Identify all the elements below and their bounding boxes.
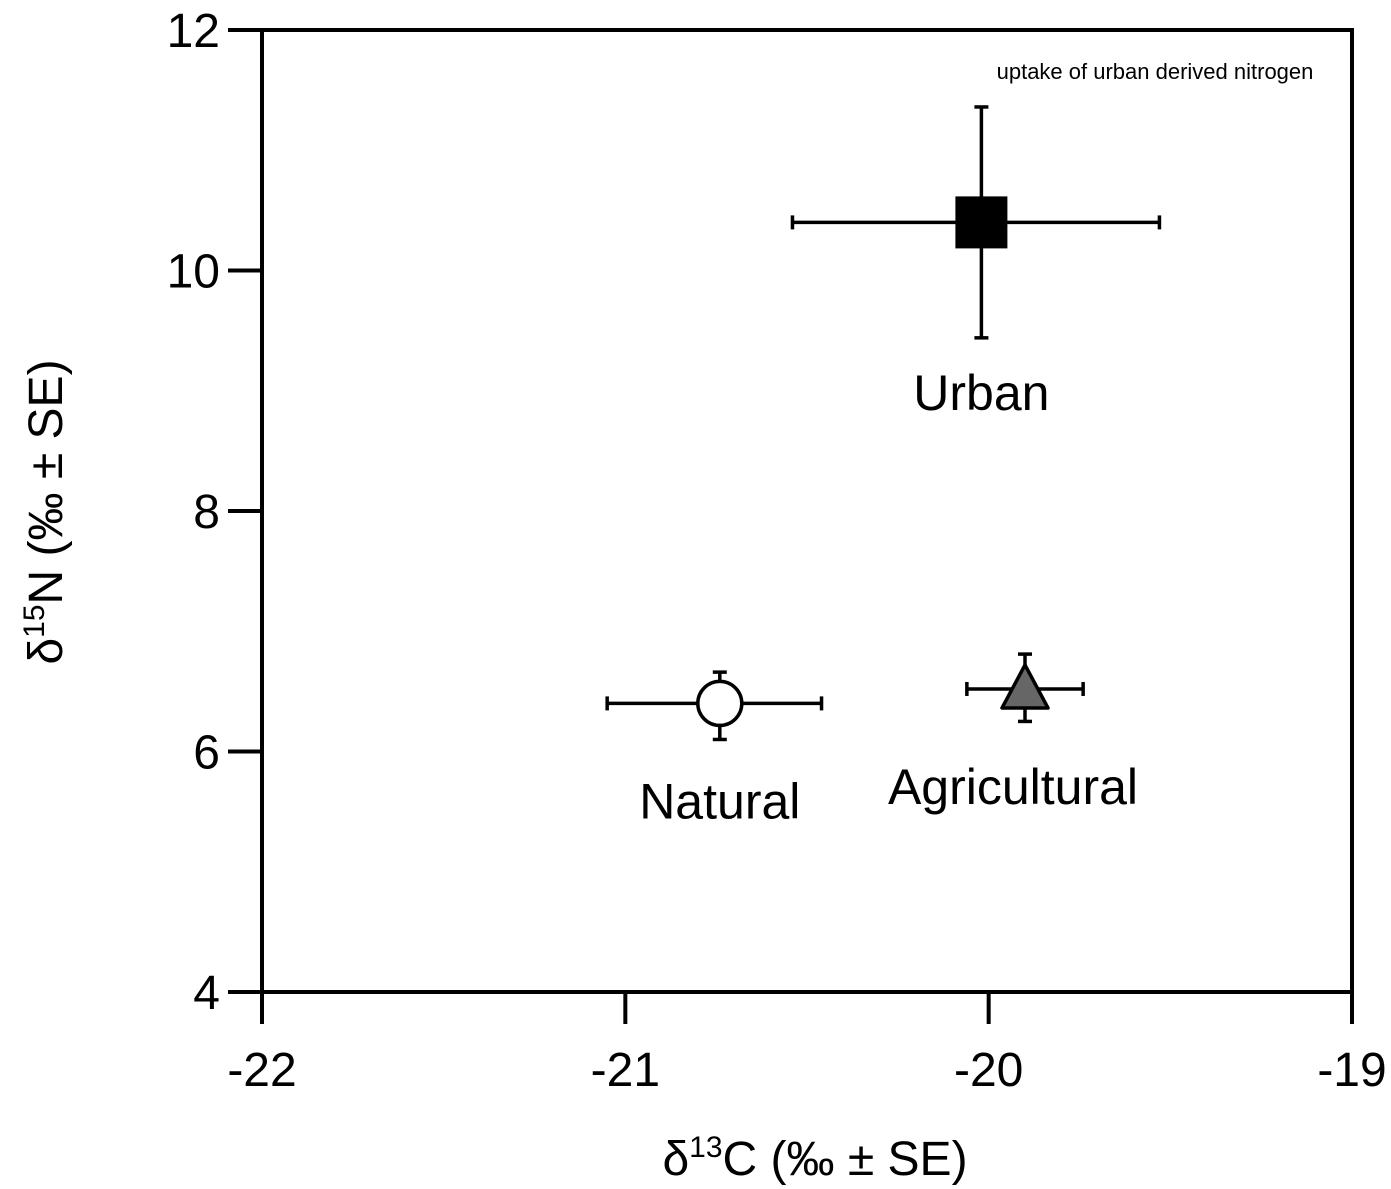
y-axis-title: δ15N (‰ ± SE) xyxy=(18,359,73,664)
natural-marker xyxy=(698,681,742,725)
natural-label: Natural xyxy=(639,773,800,829)
y-tick-label: 6 xyxy=(193,727,220,780)
urban-label: Urban xyxy=(913,365,1049,421)
x-tick-label: -21 xyxy=(591,1044,660,1097)
error-bars xyxy=(607,107,1159,740)
annotation-text: uptake of urban derived nitrogen xyxy=(997,59,1314,84)
agricultural-label: Agricultural xyxy=(888,759,1138,815)
x-tick-label: -22 xyxy=(227,1044,296,1097)
urban-marker xyxy=(956,197,1006,247)
data-labels: Urban Natural Agricultural xyxy=(639,365,1138,830)
axis-ticks: -22 -21 -20 -19 4 6 8 10 12 xyxy=(167,5,1387,1097)
plot-frame xyxy=(262,30,1352,992)
x-tick-label: -19 xyxy=(1317,1044,1386,1097)
x-axis-title: δ13C (‰ ± SE) xyxy=(662,1131,967,1186)
x-tick-label: -20 xyxy=(954,1044,1023,1097)
y-tick-label: 8 xyxy=(193,486,220,539)
y-tick-label: 10 xyxy=(167,246,220,299)
agricultural-marker xyxy=(1002,665,1048,708)
y-tick-label: 12 xyxy=(167,5,220,58)
data-markers xyxy=(698,197,1048,725)
y-tick-label: 4 xyxy=(193,967,220,1020)
